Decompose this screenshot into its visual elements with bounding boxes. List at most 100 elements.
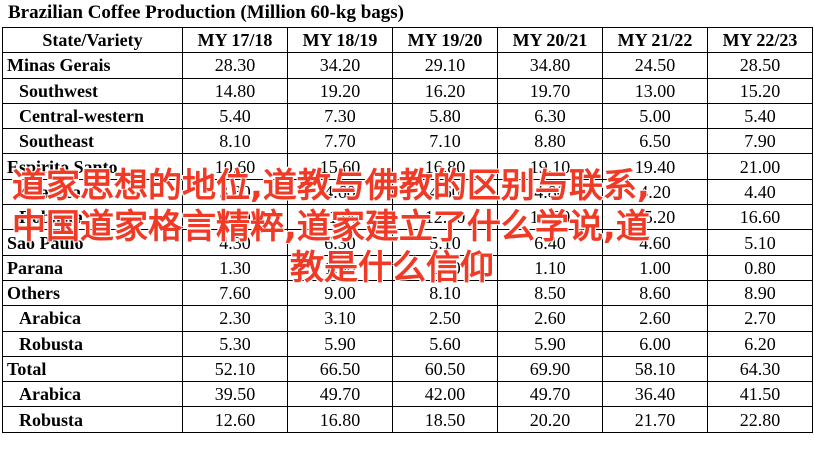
table-row: Arabica 2.30 3.10 2.50 2.60 2.60 2.70 bbox=[2, 305, 813, 332]
column-header: MY 17/18 bbox=[182, 26, 288, 54]
row-label: Sao Paulo bbox=[2, 229, 183, 256]
table-cell: 19.70 bbox=[497, 77, 603, 104]
row-label: Robusta bbox=[2, 204, 183, 231]
table-cell: 12.20 bbox=[392, 204, 498, 231]
table-cell: 4.40 bbox=[707, 178, 813, 206]
table-cell: 34.20 bbox=[287, 52, 393, 79]
table-cell: 49.70 bbox=[287, 381, 393, 408]
column-header: MY 20/21 bbox=[497, 26, 603, 54]
column-header: State/Variety bbox=[2, 26, 183, 54]
table-cell: 2.50 bbox=[392, 305, 498, 332]
table-cell: 13.00 bbox=[602, 77, 708, 104]
table-row: Espirito Santo 10.60 15.60 16.80 19.10 19.40 2… bbox=[2, 153, 813, 180]
table-cell: 7.30 bbox=[182, 204, 288, 231]
table-cell: 34.80 bbox=[497, 52, 603, 79]
table-row: Minas Gerais 28.30 34.20 29.10 34.80 24.50 28.… bbox=[2, 52, 813, 79]
table-cell: 8.10 bbox=[182, 128, 288, 155]
table-cell: 10.60 bbox=[182, 153, 288, 180]
table-cell: 4.30 bbox=[182, 229, 288, 256]
row-label: Arabica bbox=[2, 381, 183, 408]
table-cell: 15.20 bbox=[602, 204, 708, 231]
table-cell: 2.70 bbox=[707, 305, 813, 332]
table-cell: 6.30 bbox=[287, 229, 393, 256]
table-cell: 28.30 bbox=[182, 52, 288, 79]
table-cell: 3.10 bbox=[287, 305, 393, 332]
table-cell: 4.60 bbox=[287, 178, 393, 206]
table-cell: 7.90 bbox=[707, 128, 813, 155]
table-cell: 15.20 bbox=[707, 77, 813, 104]
table-cell: 28.50 bbox=[707, 52, 813, 79]
table-cell: 22.80 bbox=[707, 406, 813, 433]
table-cell: 1.00 bbox=[287, 254, 393, 281]
table-cell: 21.00 bbox=[707, 153, 813, 180]
table-cell: 7.10 bbox=[392, 128, 498, 155]
table-cell: 8.50 bbox=[497, 279, 603, 307]
table-cell: 29.10 bbox=[392, 52, 498, 79]
row-label: Parana bbox=[2, 254, 183, 281]
table-cell: 19.20 bbox=[287, 77, 393, 104]
table-cell: 19.10 bbox=[497, 153, 603, 180]
table-cell: 39.50 bbox=[182, 381, 288, 408]
table-cell: 4.60 bbox=[602, 229, 708, 256]
column-header: MY 18/19 bbox=[287, 26, 393, 54]
column-header: MY 22/23 bbox=[707, 26, 813, 54]
table-cell: 20.20 bbox=[497, 406, 603, 433]
table-cell: 5.00 bbox=[602, 102, 708, 130]
table-cell: 41.50 bbox=[707, 381, 813, 408]
table-cell: 14.30 bbox=[497, 204, 603, 231]
row-label: Total bbox=[2, 355, 183, 383]
table-cell: 6.50 bbox=[602, 128, 708, 155]
table-cell: 18.50 bbox=[392, 406, 498, 433]
table-cell: 6.30 bbox=[497, 102, 603, 130]
table-row: Southeast 8.10 7.70 7.10 8.80 6.50 7.90 bbox=[2, 128, 813, 155]
table-row: Robusta 7.30 11.00 12.20 14.30 15.20 16.60 bbox=[2, 204, 813, 231]
table-cell: 6.20 bbox=[707, 330, 813, 357]
table-cell: 5.10 bbox=[392, 229, 498, 256]
table-cell: 11.00 bbox=[287, 204, 393, 231]
table-cell: 1.00 bbox=[392, 254, 498, 281]
row-label: Others bbox=[2, 279, 183, 307]
table-cell: 64.30 bbox=[707, 355, 813, 383]
table-cell: 66.50 bbox=[287, 355, 393, 383]
table-cell: 24.50 bbox=[602, 52, 708, 79]
table-cell: 49.70 bbox=[497, 381, 603, 408]
table-cell: 5.10 bbox=[707, 229, 813, 256]
table-row: Robusta 5.30 5.90 5.60 5.90 6.00 6.20 bbox=[2, 330, 813, 357]
table-cell: 5.90 bbox=[287, 330, 393, 357]
table-cell: 7.60 bbox=[182, 279, 288, 307]
table-cell: 19.40 bbox=[602, 153, 708, 180]
table-cell: 3.30 bbox=[182, 178, 288, 206]
table-cell: 12.60 bbox=[182, 406, 288, 433]
table-cell: 0.80 bbox=[707, 254, 813, 281]
table-cell: 1.30 bbox=[182, 254, 288, 281]
table-row: Sao Paulo 4.30 6.30 5.10 6.40 4.60 5.10 bbox=[2, 229, 813, 256]
table-cell: 5.60 bbox=[392, 330, 498, 357]
row-label: Robusta bbox=[2, 406, 183, 433]
table-cell: 1.10 bbox=[497, 254, 603, 281]
table-row: Robusta 12.60 16.80 18.50 20.20 21.70 22.80 bbox=[2, 406, 813, 433]
table-cell: 2.60 bbox=[497, 305, 603, 332]
table-cell: 4.60 bbox=[392, 178, 498, 206]
table-row: Southwest 14.80 19.20 16.20 19.70 13.00 15.20 bbox=[2, 77, 813, 104]
row-label: Arabica bbox=[2, 305, 183, 332]
table-cell: 52.10 bbox=[182, 355, 288, 383]
row-label: Minas Gerais bbox=[2, 52, 183, 79]
table-cell: 36.40 bbox=[602, 381, 708, 408]
table-title: Brazilian Coffee Production (Million 60-… bbox=[8, 2, 404, 23]
table-header-row: State/Variety MY 17/18 MY 18/19 MY 19/20… bbox=[2, 26, 813, 54]
table-row: Central-western 5.40 7.30 5.80 6.30 5.00 5.40 bbox=[2, 102, 813, 130]
table-row: Arabica 3.30 4.60 4.60 4.80 4.20 4.40 bbox=[2, 178, 813, 206]
table-row: Parana 1.30 1.00 1.00 1.10 1.00 0.80 bbox=[2, 254, 813, 281]
table-cell: 1.00 bbox=[602, 254, 708, 281]
table-cell: 16.60 bbox=[707, 204, 813, 231]
table-cell: 8.60 bbox=[602, 279, 708, 307]
table-cell: 60.50 bbox=[392, 355, 498, 383]
table-cell: 21.70 bbox=[602, 406, 708, 433]
table-cell: 5.40 bbox=[707, 102, 813, 130]
table-cell: 2.60 bbox=[602, 305, 708, 332]
table-cell: 16.80 bbox=[392, 153, 498, 180]
table-cell: 8.90 bbox=[707, 279, 813, 307]
table-cell: 6.40 bbox=[497, 229, 603, 256]
table-cell: 5.90 bbox=[497, 330, 603, 357]
column-header: MY 19/20 bbox=[392, 26, 498, 54]
